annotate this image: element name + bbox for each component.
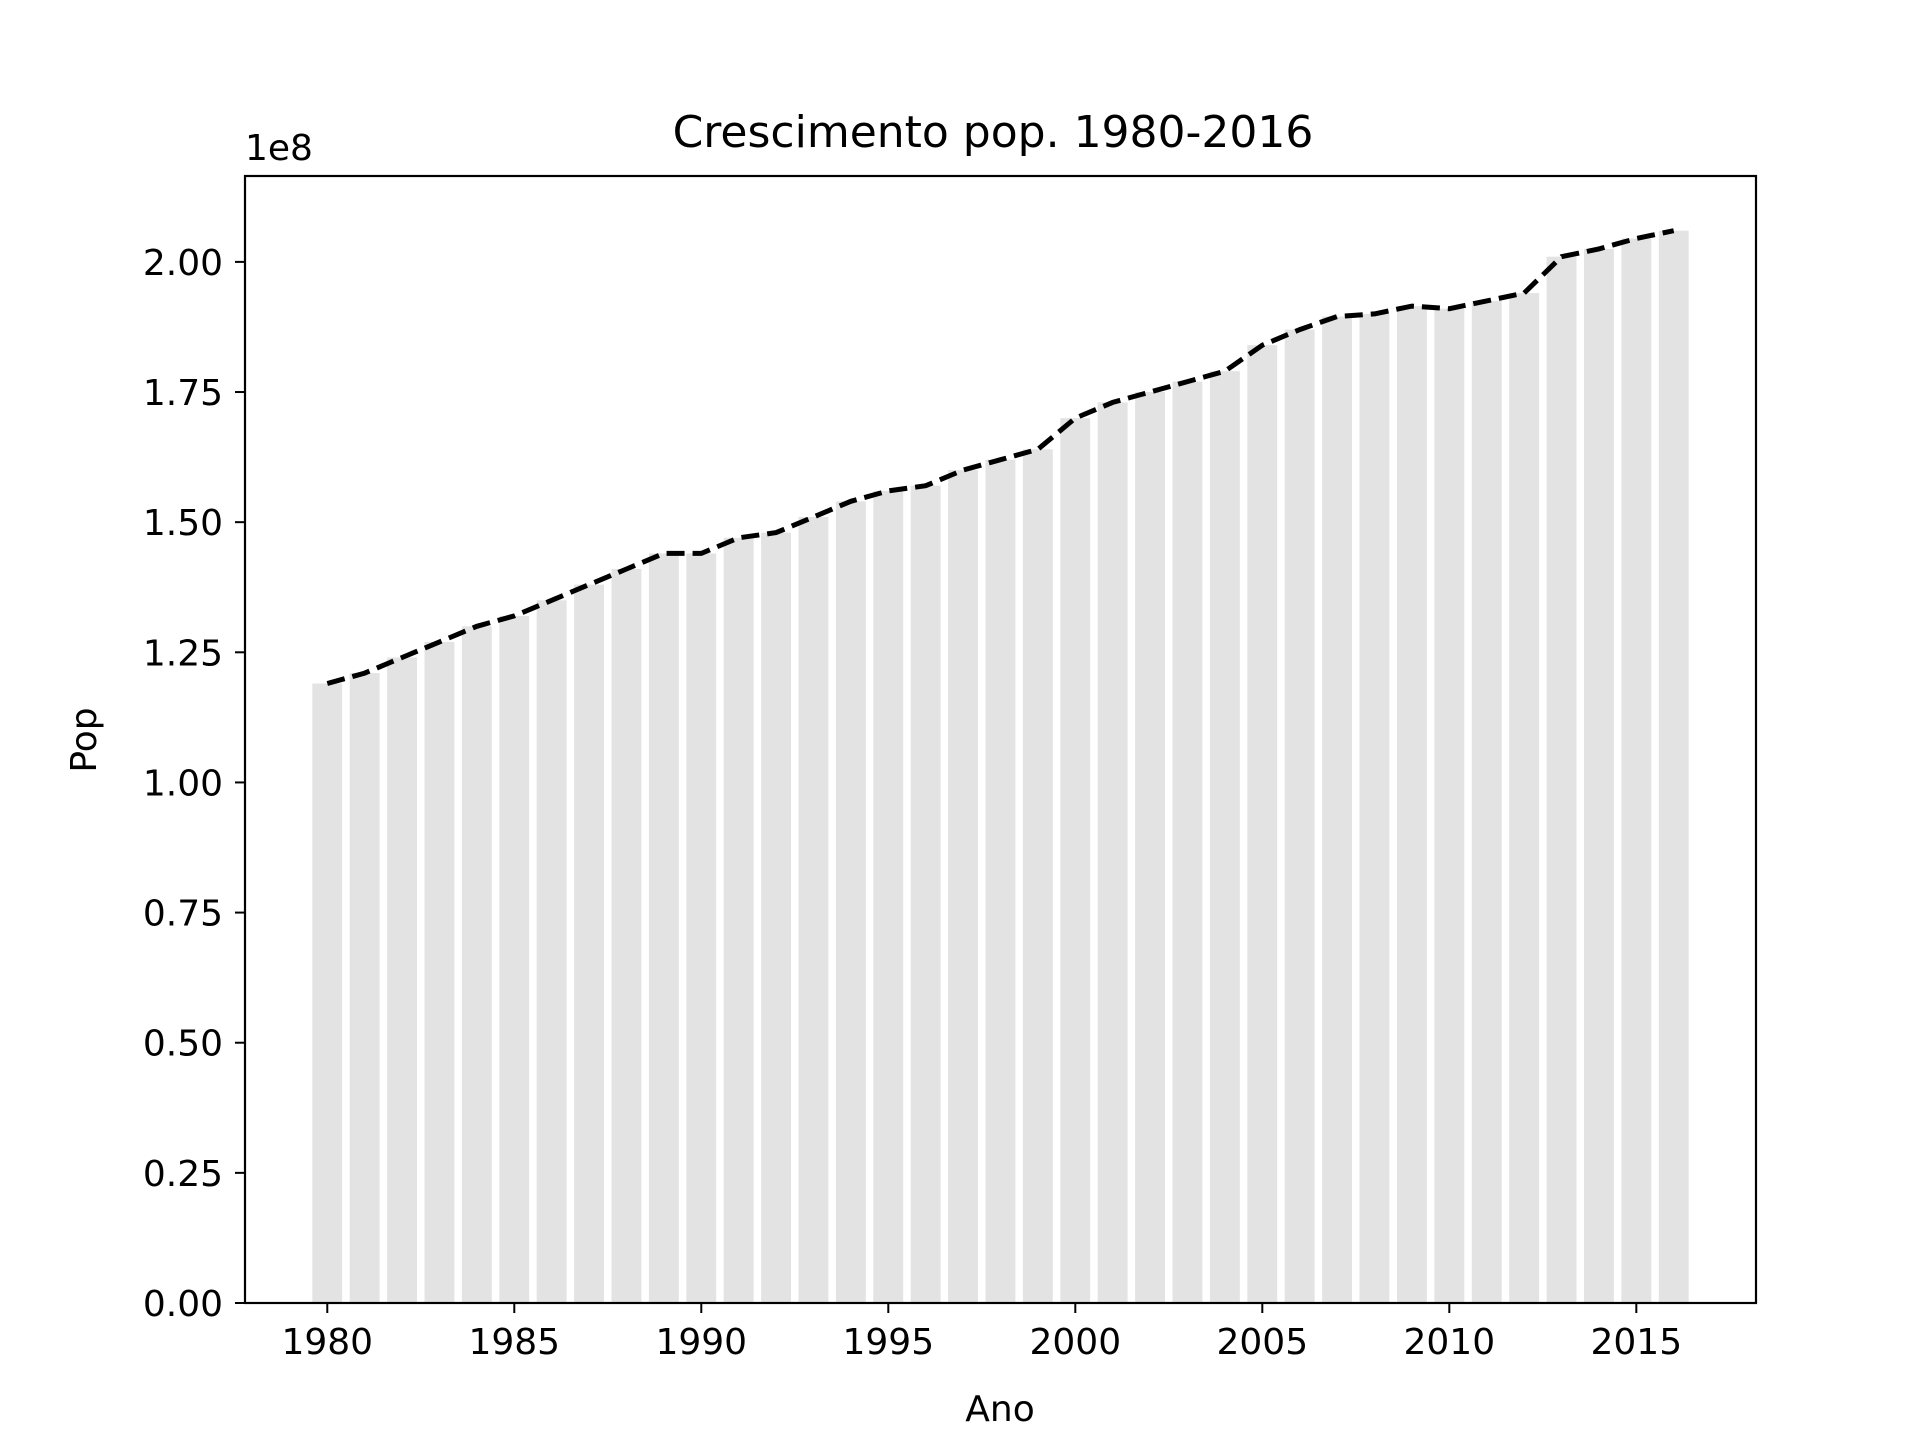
bars-group [312, 230, 1689, 1304]
y-tick-label-1.75: 1.75 [143, 373, 223, 414]
x-tick-label-1980: 1980 [281, 1322, 373, 1363]
bar-1986 [536, 600, 567, 1303]
y-tick-label-1.00: 1.00 [143, 763, 223, 804]
x-axis-label: Ano [965, 1389, 1034, 1430]
trend-line [326, 228, 1675, 686]
x-tick-label-1990: 1990 [655, 1322, 747, 1363]
bar-2002 [1135, 392, 1165, 1303]
bar-1981 [349, 673, 380, 1303]
bar-1997 [948, 470, 978, 1304]
bar-2015 [1621, 238, 1652, 1303]
y-tick-label-0.00: 0.00 [143, 1284, 223, 1325]
bar-1990 [686, 553, 717, 1303]
bar-2005 [1247, 345, 1278, 1303]
x-tick-label-2000: 2000 [1029, 1322, 1121, 1363]
x-tick-label-2015: 2015 [1591, 1322, 1683, 1363]
x-tick-label-1995: 1995 [842, 1322, 934, 1363]
y-offset-label: 1e8 [245, 128, 313, 169]
bar-2001 [1097, 402, 1128, 1303]
y-tick-label-0.50: 0.50 [143, 1024, 223, 1065]
bar-1984 [461, 626, 492, 1303]
bar-2016 [1658, 230, 1689, 1304]
bar-1995 [873, 490, 904, 1303]
bar-1992 [761, 532, 791, 1303]
bar-1998 [985, 459, 1016, 1303]
plot-frame [243, 174, 1758, 1305]
bar-2013 [1546, 256, 1577, 1304]
x-tick-label-2010: 2010 [1403, 1322, 1495, 1363]
bar-2014 [1584, 248, 1614, 1303]
x-tick-label-2005: 2005 [1216, 1322, 1308, 1363]
bar-1983 [424, 641, 455, 1303]
bar-2009 [1397, 306, 1427, 1304]
bar-1994 [835, 501, 866, 1303]
bar-1991 [723, 537, 754, 1303]
bar-2012 [1509, 293, 1540, 1304]
x-tick-label-1985: 1985 [468, 1322, 560, 1363]
bar-2007 [1322, 316, 1352, 1303]
x-axis-ticks: 1980 1985 1990 1995 2000 2005 2010 2015 [281, 1303, 1682, 1363]
bar-1996 [910, 485, 941, 1303]
bar-2000 [1060, 418, 1091, 1304]
bar-2011 [1471, 300, 1502, 1303]
bar-1987 [574, 584, 604, 1303]
bar-2008 [1359, 313, 1390, 1303]
y-tick-label-0.25: 0.25 [143, 1154, 223, 1195]
bar-1980 [312, 683, 343, 1303]
y-axis-ticks: 0.00 0.25 0.50 0.75 1.00 1.25 1.50 1.75 2.00 [143, 243, 245, 1325]
y-tick-label-1.25: 1.25 [143, 633, 223, 674]
y-axis-label: Pop [64, 707, 105, 772]
y-tick-label-2.00: 2.00 [143, 243, 223, 284]
chart-title: Crescimento pop. 1980-2016 [673, 107, 1314, 158]
bar-1988 [611, 569, 642, 1303]
bar-2004 [1209, 371, 1240, 1303]
y-tick-label-0.75: 0.75 [143, 894, 223, 935]
bar-1985 [499, 615, 530, 1303]
y-tick-label-1.50: 1.50 [143, 503, 223, 544]
bar-2010 [1434, 308, 1465, 1303]
bar-1982 [387, 657, 417, 1303]
bar-1989 [648, 553, 679, 1303]
bar-1999 [1022, 449, 1053, 1303]
bar-2006 [1284, 329, 1315, 1304]
bar-1993 [798, 517, 829, 1303]
bar-2003 [1172, 381, 1203, 1304]
